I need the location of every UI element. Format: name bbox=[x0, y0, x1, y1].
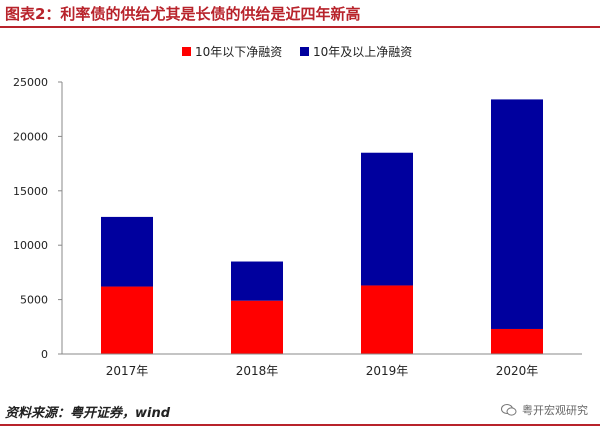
bar-segment-2-4 bbox=[491, 99, 543, 329]
x-tick-label: 2018年 bbox=[236, 364, 279, 378]
stacked-bar-chart: 10年以下净融资 10年及以上净融资 0 5000 10000 15000 20000 2… bbox=[13, 45, 582, 378]
legend: 10年以下净融资 10年及以上净融资 bbox=[182, 45, 412, 59]
y-tick-label: 0 bbox=[41, 348, 48, 361]
bar-segment-1-3 bbox=[361, 285, 413, 354]
y-tick-label: 15000 bbox=[13, 185, 48, 198]
y-axis: 0 5000 10000 15000 20000 25000 bbox=[13, 76, 63, 361]
bar-segment-2-2 bbox=[231, 261, 283, 301]
x-tick-label: 2020年 bbox=[496, 364, 539, 378]
legend-label-series-2: 10年及以上净融资 bbox=[313, 45, 412, 59]
watermark-text: 粤开宏观研究 bbox=[522, 404, 588, 417]
bar-segment-1-1 bbox=[101, 286, 153, 354]
bar-segment-1-2 bbox=[231, 300, 283, 354]
bar-segment-2-1 bbox=[101, 216, 153, 287]
y-tick-label: 20000 bbox=[13, 130, 48, 143]
bottom-divider bbox=[0, 424, 600, 426]
title-divider bbox=[0, 26, 600, 28]
y-tick-label: 5000 bbox=[20, 294, 48, 307]
x-tick-label: 2017年 bbox=[106, 364, 149, 378]
bar-group bbox=[101, 99, 543, 354]
y-tick-label: 25000 bbox=[13, 76, 48, 89]
watermark: 粤开宏观研究 bbox=[501, 402, 588, 418]
legend-swatch-series-2 bbox=[300, 47, 309, 56]
bar-segment-2-3 bbox=[361, 152, 413, 286]
bar-segment-1-4 bbox=[491, 328, 543, 354]
legend-swatch-series-1 bbox=[182, 47, 191, 56]
x-tick-label: 2019年 bbox=[366, 364, 409, 378]
legend-label-series-1: 10年以下净融资 bbox=[195, 45, 282, 59]
source-note: 资料来源：粤开证券，wind bbox=[5, 406, 171, 421]
y-tick-label: 10000 bbox=[13, 239, 48, 252]
figure-title: 图表2：利率债的供给尤其是长债的供给是近四年新高 bbox=[5, 5, 361, 23]
x-axis: 2017年 2018年 2019年 2020年 bbox=[106, 364, 539, 378]
wechat-icon bbox=[501, 404, 517, 416]
